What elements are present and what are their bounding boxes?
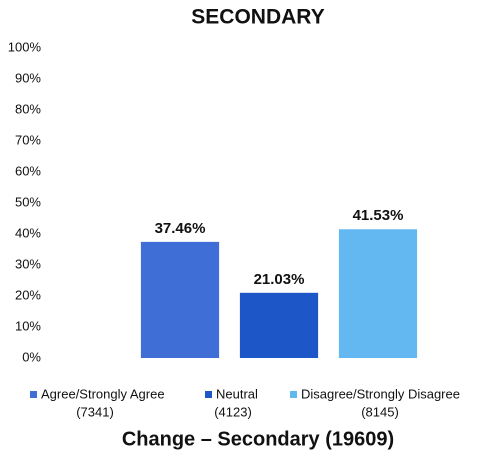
legend-swatch (290, 391, 297, 398)
y-tick-label: 80% (15, 101, 41, 116)
y-tick-label: 70% (15, 132, 41, 147)
y-tick-label: 90% (15, 70, 41, 85)
value-label: 37.46% (155, 220, 206, 237)
x-axis-label: Change – Secondary (19609) (122, 428, 394, 450)
y-tick-label: 50% (15, 194, 41, 209)
y-tick-label: 40% (15, 225, 41, 240)
y-tick-label: 0% (22, 349, 41, 364)
legend-swatch (30, 391, 37, 398)
value-label: 41.53% (353, 207, 404, 224)
legend-label: Disagree/Strongly Disagree (301, 386, 460, 401)
bar (239, 292, 319, 358)
legend-label: Agree/Strongly Agree (41, 386, 165, 401)
y-tick-label: 100% (8, 39, 42, 54)
y-tick-label: 60% (15, 163, 41, 178)
y-tick-label: 10% (15, 318, 41, 333)
legend-swatch (205, 391, 212, 398)
legend-count: (8145) (361, 404, 399, 419)
y-tick-label: 20% (15, 287, 41, 302)
legend-label: Neutral (216, 386, 258, 401)
bar (338, 229, 418, 358)
legend-count: (7341) (76, 404, 114, 419)
legend-count: (4123) (214, 404, 252, 419)
y-tick-label: 30% (15, 256, 41, 271)
chart-title: SECONDARY (191, 6, 324, 29)
value-label: 21.03% (254, 271, 305, 288)
bar (140, 241, 220, 358)
